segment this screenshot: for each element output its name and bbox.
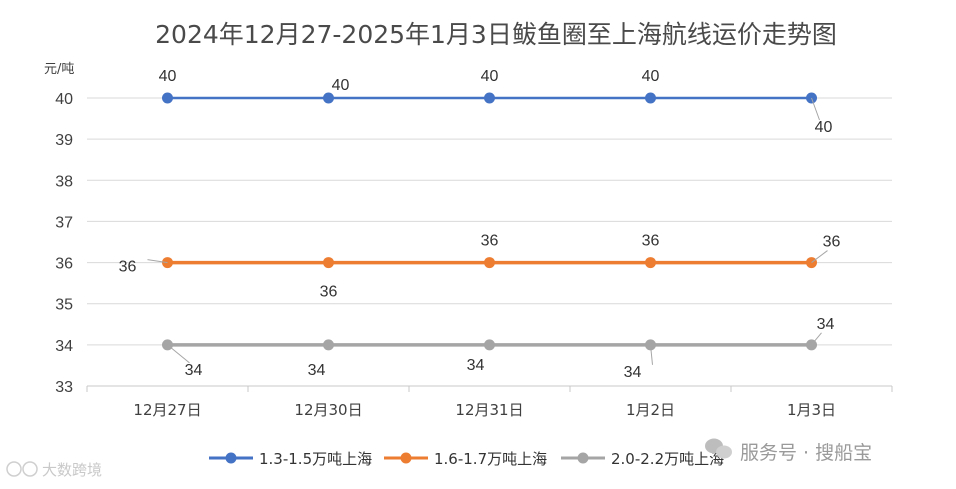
y-tick-label: 38	[55, 173, 73, 190]
legend-label: 1.3-1.5万吨上海	[259, 450, 372, 468]
label-leader-line	[811, 97, 820, 121]
data-point-marker[interactable]	[645, 92, 656, 104]
y-tick-label: 37	[55, 214, 73, 231]
x-tick-label: 12月30日	[294, 401, 362, 419]
watermark-text: 服务号 · 搜船宝	[740, 442, 872, 464]
data-point-marker[interactable]	[484, 257, 495, 269]
data-point-marker[interactable]	[484, 339, 495, 351]
label-leader-line	[650, 344, 653, 365]
x-tick-label: 12月31日	[455, 401, 523, 419]
legend-label: 2.0-2.2万吨上海	[611, 450, 724, 468]
brand-watermark: 大数跨境	[6, 461, 102, 479]
chart-title: 2024年12月27-2025年1月3日鲅鱼圈至上海航线运价走势图	[155, 20, 837, 49]
y-tick-label: 34	[55, 338, 73, 355]
y-tick-labels: 33 34 35 36 37 38 39 40	[55, 91, 73, 396]
data-point-marker[interactable]	[323, 339, 334, 351]
data-label: 36	[119, 259, 137, 276]
data-label: 34	[308, 362, 326, 379]
data-label: 40	[332, 77, 350, 94]
data-labels: 40 40 40 40 40 36 36 36 36 36 34 34 34 34 34	[119, 68, 841, 381]
data-label: 40	[815, 119, 833, 136]
data-label: 40	[481, 68, 499, 85]
data-label: 40	[642, 68, 660, 85]
x-axis: 12月27日 12月30日 12月31日 1月2日 1月3日	[86, 386, 893, 419]
data-label: 34	[624, 364, 642, 381]
y-tick-label: 40	[55, 91, 73, 108]
wechat-watermark: 服务号 · 搜船宝	[705, 438, 872, 464]
data-label: 36	[481, 233, 499, 250]
data-point-marker[interactable]	[645, 257, 656, 269]
legend[interactable]: 1.3-1.5万吨上海 1.6-1.7万吨上海 2.0-2.2万吨上海	[209, 450, 724, 468]
data-label: 40	[159, 68, 177, 85]
y-tick-label: 33	[55, 379, 73, 396]
data-label: 34	[467, 357, 485, 374]
brand-text: 大数跨境	[42, 461, 102, 479]
legend-item[interactable]: 2.0-2.2万吨上海	[561, 450, 724, 468]
data-point-marker[interactable]	[484, 92, 495, 104]
data-point-marker[interactable]	[323, 257, 334, 269]
label-leader-line	[167, 344, 190, 364]
wechat-icon	[705, 438, 732, 459]
y-tick-label: 36	[55, 256, 73, 273]
brand-logo-icon	[6, 461, 38, 477]
y-tick-label: 39	[55, 132, 73, 149]
y-axis-unit: 元/吨	[44, 62, 74, 77]
data-label: 36	[320, 284, 338, 301]
label-leader-line	[811, 332, 822, 346]
data-point-marker[interactable]	[323, 92, 334, 104]
label-leader-line	[811, 250, 828, 263]
legend-item[interactable]: 1.3-1.5万吨上海	[209, 450, 372, 468]
legend-marker	[400, 452, 412, 464]
x-tick-label: 12月27日	[133, 401, 201, 419]
legend-label: 1.6-1.7万吨上海	[434, 450, 547, 468]
data-point-marker[interactable]	[162, 92, 173, 104]
legend-marker	[225, 452, 237, 464]
data-label: 34	[185, 362, 203, 379]
y-tick-label: 35	[55, 297, 73, 314]
data-label: 36	[823, 234, 841, 251]
legend-marker	[577, 452, 589, 464]
x-tick-label: 1月2日	[626, 401, 675, 419]
data-label: 36	[642, 233, 660, 250]
x-tick-label: 1月3日	[787, 401, 836, 419]
label-leader-line	[147, 259, 168, 264]
data-label: 34	[817, 316, 835, 333]
legend-item[interactable]: 1.6-1.7万吨上海	[384, 450, 547, 468]
